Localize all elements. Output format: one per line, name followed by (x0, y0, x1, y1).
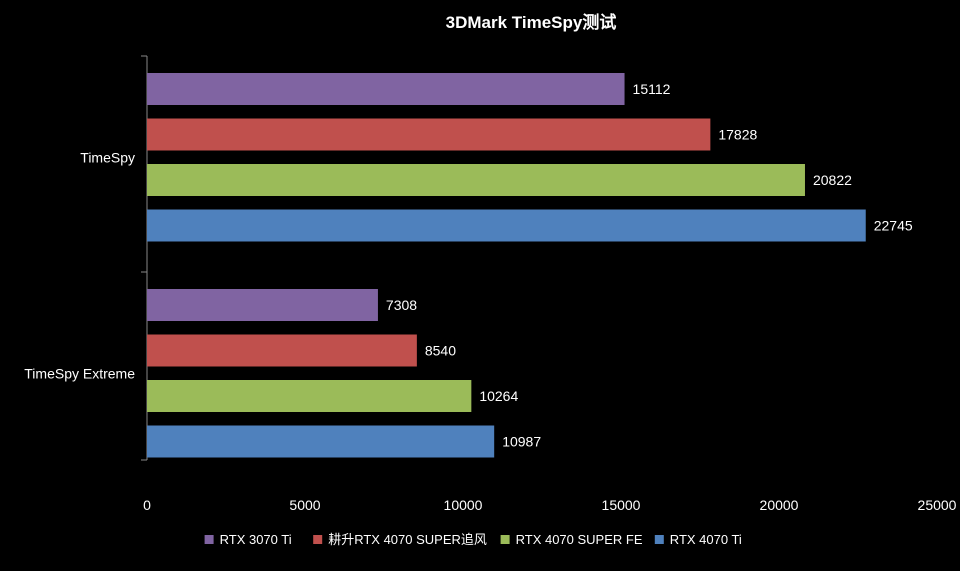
y-tick-label: TimeSpy Extreme (24, 365, 135, 381)
legend-label: RTX 4070 Ti (670, 532, 742, 547)
bar (147, 334, 417, 367)
data-label: 22745 (874, 218, 913, 234)
legend-label: RTX 4070 SUPER FE (516, 532, 643, 547)
plot-area: 15112 17828 20822 22745 TimeSpy 7308 8540 10264… (24, 55, 957, 513)
data-label: 8540 (425, 343, 456, 359)
legend: RTX 3070 Ti 耕升RTX 4070 SUPER追风 RTX 4070 SU… (204, 532, 742, 547)
x-tick-label: 5000 (289, 497, 320, 513)
x-tick-label: 0 (143, 497, 151, 513)
x-tick-label: 15000 (602, 497, 641, 513)
data-label: 20822 (813, 172, 852, 188)
data-label: 10987 (502, 434, 541, 450)
legend-swatch (204, 535, 214, 544)
data-label: 10264 (479, 388, 518, 404)
legend-swatch (654, 535, 664, 544)
bar (147, 118, 711, 151)
bar (147, 209, 866, 242)
data-label: 15112 (633, 81, 671, 97)
data-label: 7308 (386, 297, 417, 313)
legend-swatch (313, 535, 323, 544)
bar (147, 289, 378, 321)
x-tick-label: 10000 (444, 497, 483, 513)
bar (147, 380, 472, 412)
legend-label: 耕升RTX 4070 SUPER追风 (328, 532, 487, 547)
chart-title: 3DMark TimeSpy测试 (446, 12, 617, 32)
bar (147, 425, 495, 458)
y-tick-label: TimeSpy (80, 149, 135, 165)
x-tick-label: 25000 (918, 497, 957, 513)
bar (147, 164, 805, 196)
legend-label: RTX 3070 Ti (220, 532, 292, 547)
legend-swatch (500, 535, 510, 544)
x-tick-label: 20000 (760, 497, 799, 513)
data-label: 17828 (718, 127, 757, 143)
bar (147, 73, 625, 105)
